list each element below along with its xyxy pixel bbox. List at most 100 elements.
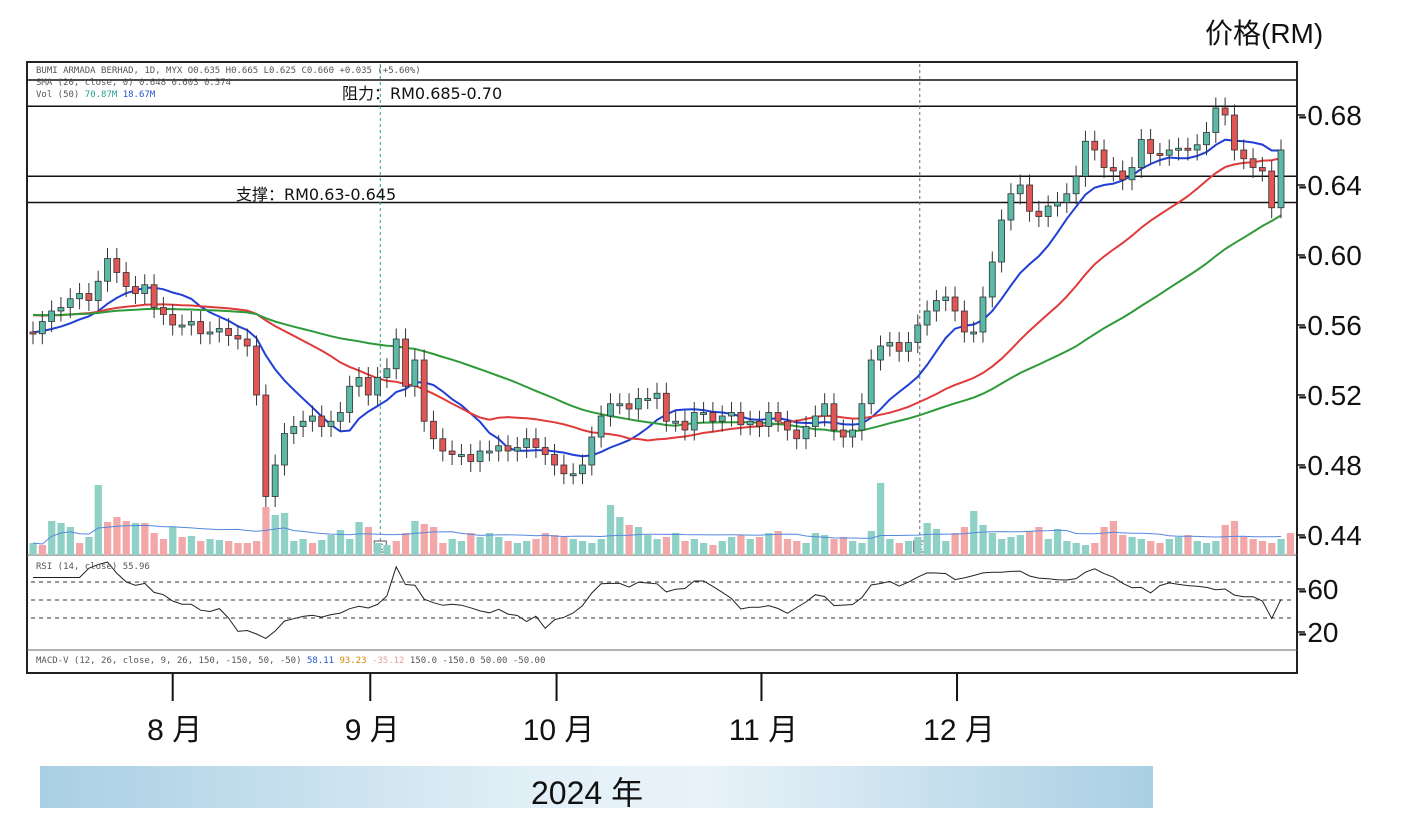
candle-body xyxy=(364,377,372,396)
volume-bar xyxy=(197,541,205,555)
candle-body xyxy=(1277,149,1285,209)
candle-body xyxy=(867,359,875,405)
volume-bar xyxy=(1025,531,1034,555)
candle-body xyxy=(709,412,717,422)
volume-bar xyxy=(802,543,810,555)
volume-bar xyxy=(355,522,363,555)
candle-body xyxy=(513,447,521,452)
candle-body xyxy=(830,403,838,431)
volume-bar xyxy=(662,537,671,555)
volume-bar xyxy=(1221,525,1229,555)
candle-body xyxy=(784,420,791,431)
candle-body xyxy=(253,345,260,396)
volume-bar xyxy=(606,505,615,555)
volume-bar xyxy=(793,541,801,555)
candle-body xyxy=(625,403,633,410)
volume-bar xyxy=(942,541,950,555)
y-tick-label: -0.68 xyxy=(1298,100,1362,131)
candle-body xyxy=(802,426,810,440)
volume-bar xyxy=(420,524,428,555)
month-label: 9 月 xyxy=(345,714,400,747)
candle-body xyxy=(476,450,484,462)
volume-bar xyxy=(113,517,121,555)
month-label: 10 月 xyxy=(523,714,595,747)
candle-body xyxy=(150,284,158,308)
candle-body xyxy=(281,433,288,466)
volume-bar xyxy=(1063,541,1071,555)
candle-body xyxy=(858,403,866,431)
candle-body xyxy=(187,321,195,326)
volume-bar xyxy=(1175,537,1183,555)
volume-bar xyxy=(876,483,885,555)
candle-body xyxy=(662,392,670,422)
candle-body xyxy=(122,272,130,287)
volume-bar xyxy=(644,535,652,555)
y-tick-label: -0.48 xyxy=(1298,450,1362,481)
candle-body xyxy=(66,298,74,308)
candle-body xyxy=(821,403,829,417)
candle-body xyxy=(271,464,279,497)
volume-bar xyxy=(1007,537,1015,555)
volume-bar xyxy=(252,541,261,555)
volume-bar xyxy=(653,539,661,555)
volume-bar xyxy=(485,533,494,555)
candle-body xyxy=(886,342,894,347)
candle-body xyxy=(1203,132,1210,146)
macd-value-1: 58.11 xyxy=(306,656,335,666)
volume-bar xyxy=(103,522,112,555)
candle-body xyxy=(700,412,707,415)
candle-body xyxy=(299,420,307,427)
volume-bar xyxy=(1109,521,1118,555)
candle-body xyxy=(290,426,298,434)
volume-bar xyxy=(1240,537,1248,555)
volume-bar xyxy=(1072,543,1080,555)
volume-bar xyxy=(1091,543,1099,555)
candle-body xyxy=(1258,167,1266,172)
volume-bar xyxy=(1016,535,1024,555)
candle-body xyxy=(206,331,214,335)
volume-bar xyxy=(1230,521,1239,555)
volume-bar xyxy=(476,537,484,555)
volume-bar xyxy=(159,539,168,555)
candle-body xyxy=(141,284,149,294)
volume-bar xyxy=(849,541,857,555)
candle-body xyxy=(960,310,968,333)
volume-bar xyxy=(1128,537,1136,555)
volume-bar xyxy=(1193,541,1201,555)
volume-bar xyxy=(979,525,987,555)
candle-body xyxy=(988,261,996,298)
candle-body xyxy=(1109,167,1117,172)
candle-body xyxy=(215,328,223,333)
volume-bar xyxy=(867,531,875,555)
volume-bar xyxy=(1249,539,1257,555)
candle-body xyxy=(905,342,912,352)
volume-bar xyxy=(998,539,1006,555)
volume-bar xyxy=(895,543,903,555)
volume-bar xyxy=(169,527,177,555)
candle-body xyxy=(849,429,856,438)
candle-body xyxy=(877,345,884,361)
y-tick-label: -0.60 xyxy=(1298,240,1362,271)
volume-bar xyxy=(960,527,969,555)
volume-bar xyxy=(57,523,65,555)
month-label: 11 月 xyxy=(729,714,798,747)
candle-body xyxy=(1082,140,1089,177)
volume-bar xyxy=(1277,539,1285,555)
volume-bar xyxy=(1268,543,1276,555)
candle-body xyxy=(495,445,503,452)
candle-body xyxy=(94,280,102,301)
volume-bar xyxy=(318,540,326,555)
candle-body xyxy=(560,464,568,475)
candle-body xyxy=(1193,144,1201,151)
volume-bar xyxy=(634,527,643,555)
candle-body xyxy=(1016,184,1024,195)
volume-bar xyxy=(1119,535,1127,555)
volume-bar xyxy=(588,543,596,555)
candle-body xyxy=(458,454,465,457)
candle-body xyxy=(104,258,111,282)
rsi-label: RSI (14, close) xyxy=(36,562,118,572)
volume-bar xyxy=(225,541,233,555)
volume-bar xyxy=(1184,535,1192,555)
candle-body xyxy=(597,415,605,438)
volume-bar xyxy=(551,535,559,555)
